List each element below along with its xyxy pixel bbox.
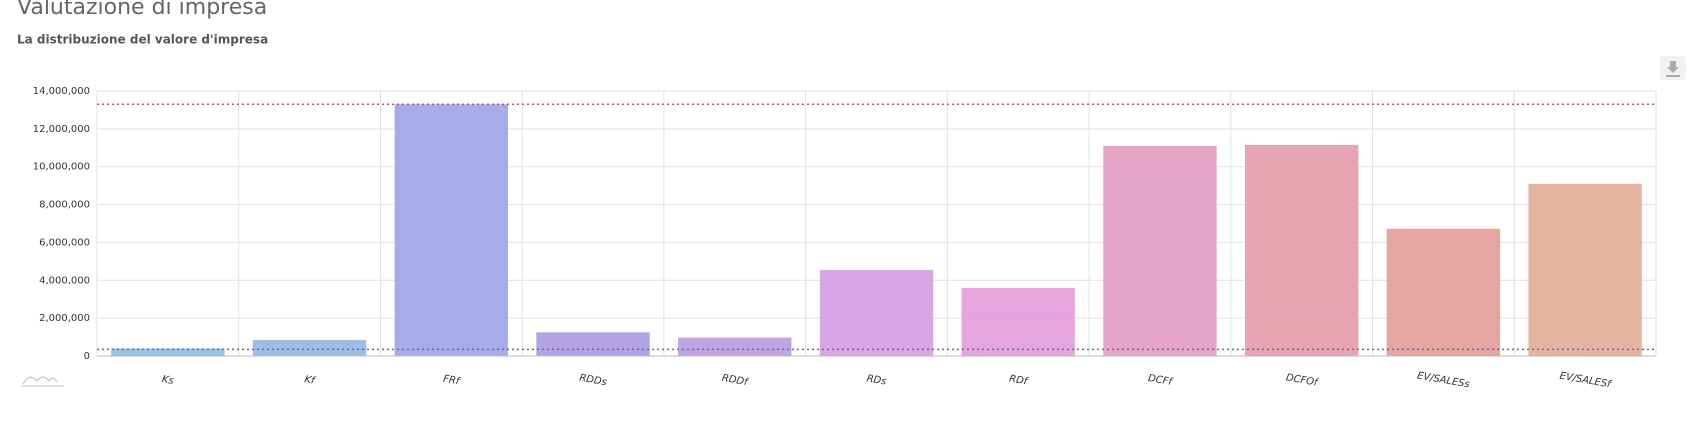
- y-tick-label: 6,000,000: [39, 237, 90, 248]
- x-tick-label: FRf: [442, 374, 461, 388]
- bar: [1528, 183, 1642, 356]
- download-button[interactable]: [1660, 56, 1686, 80]
- y-tick-label: 14,000,000: [33, 86, 90, 97]
- chart-title: Valutazione di impresa: [17, 0, 267, 20]
- y-tick-label: 0: [84, 351, 90, 362]
- y-tick-label: 4,000,000: [39, 275, 90, 286]
- bar: [111, 348, 225, 356]
- chart-subtitle: La distribuzione del valore d'impresa: [17, 33, 268, 47]
- bar: [1386, 228, 1501, 356]
- x-tick-label: RDf: [1008, 373, 1029, 387]
- bar: [536, 332, 650, 356]
- y-tick-label: 10,000,000: [33, 162, 90, 173]
- chart-icon: [22, 376, 64, 387]
- x-tick-label: Kf: [304, 374, 317, 387]
- bar: [961, 288, 1075, 356]
- bar: [819, 269, 934, 356]
- bar: [1103, 145, 1217, 356]
- bar: [252, 339, 367, 356]
- bar: [1244, 144, 1359, 356]
- x-tick-label: RDs: [866, 373, 887, 387]
- x-tick-label: DCFf: [1147, 373, 1174, 388]
- x-tick-label: RDDf: [721, 373, 750, 389]
- y-tick-label: 2,000,000: [39, 313, 90, 324]
- y-tick-label: 8,000,000: [39, 200, 90, 211]
- bar: [394, 104, 509, 356]
- x-tick-label: Ks: [161, 374, 175, 387]
- y-tick-label: 12,000,000: [33, 124, 90, 135]
- bar: [678, 337, 792, 356]
- x-tick-label: RDDs: [578, 373, 607, 389]
